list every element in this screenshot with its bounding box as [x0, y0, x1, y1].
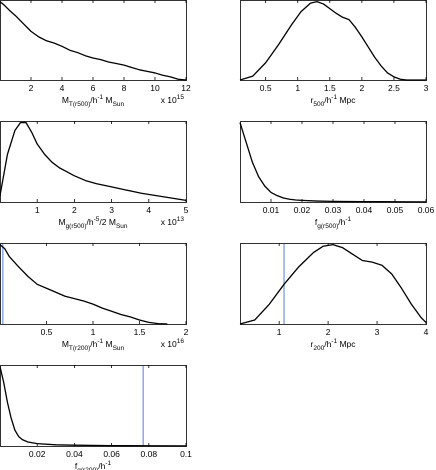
- density-curve: [0, 121, 187, 202]
- plot-frame: [0, 243, 187, 325]
- chart-panel-2: 0.5 1 1.5 2 2.5 3 r500/h-1 Mpc: [239, 0, 429, 108]
- x-axis-label: fg(r500)/h-1​: [315, 216, 352, 230]
- x-tick-label: 12: [181, 83, 191, 93]
- density-curve: [239, 122, 427, 203]
- chart-panel-1: 2 4 6 8 10 12 MT(r500)/h-1 MSun​ x 1015​: [0, 0, 191, 108]
- plot-frame: [0, 121, 187, 203]
- x-tick-label: 5: [184, 205, 189, 215]
- x-axis-exponent: x 1013​: [161, 216, 185, 227]
- plot-frame: [240, 0, 427, 81]
- x-tick-label: 0.1: [180, 449, 192, 459]
- x-tick-label: 0.5: [41, 327, 53, 337]
- x-tick-label: 6: [91, 83, 96, 93]
- x-tick-label: 0.06: [418, 205, 435, 215]
- x-tick-label: 2.5: [388, 83, 400, 93]
- plot-frame: [240, 243, 427, 325]
- x-tick-label: 3: [375, 327, 380, 337]
- x-tick-label: 0.02: [29, 449, 46, 459]
- x-axis-label: r500/h-1 Mpc: [311, 94, 357, 108]
- x-tick-label: 2: [326, 327, 331, 337]
- x-tick-label: 1.5: [324, 83, 336, 93]
- x-tick-label: 1: [295, 83, 300, 93]
- plot-frame: [0, 365, 187, 447]
- x-axis-label: MT(r200)/h-1 MSun​: [62, 338, 125, 352]
- x-tick-label: 2: [29, 83, 34, 93]
- x-axis-label: r200/h-1 Mpc: [311, 338, 357, 352]
- x-tick-label: 1.5: [134, 327, 146, 337]
- density-curve: [0, 1, 187, 81]
- plot-frame: [0, 0, 187, 81]
- chart-panel-5: 0.5 1 1.5 2 MT(r200)/h-1 MSun​ x 1016​: [0, 243, 189, 352]
- density-curve: [239, 243, 427, 325]
- x-tick-label: 4: [146, 205, 151, 215]
- chart-panel-6: 1 2 3 4 r200/h-1 Mpc: [239, 243, 429, 352]
- x-tick-label: 0.01: [263, 205, 280, 215]
- chart-panel-4: 0.01 0.02 0.03 0.04 0.05 0.06 fg(r500)/h-1​: [239, 121, 435, 230]
- x-tick-label: 1: [91, 327, 96, 337]
- x-tick-label: 10: [150, 83, 160, 93]
- x-axis-label: fg(r200)/h-1​: [75, 460, 112, 470]
- x-tick-label: 0.5: [260, 83, 272, 93]
- x-axis-exponent: x 1016​: [161, 338, 185, 349]
- x-tick-label: 0.02: [294, 205, 311, 215]
- x-tick-label: 0.06: [103, 449, 120, 459]
- density-curve: [0, 244, 168, 325]
- x-tick-label: 0.08: [141, 449, 158, 459]
- x-tick-label: 2: [72, 205, 77, 215]
- x-axis-exponent: x 1015​: [161, 94, 185, 105]
- density-curve: [0, 366, 187, 447]
- x-tick-label: 0.04: [356, 205, 373, 215]
- x-tick-label: 4: [424, 327, 429, 337]
- x-tick-label: 0.04: [66, 449, 83, 459]
- x-axis-label: Mg(r500)/h-5/2 MSun​: [58, 216, 127, 230]
- x-tick-label: 3: [109, 205, 114, 215]
- chart-panel-3: 1 2 3 4 5 Mg(r500)/h-5/2 MSun​ x 1013​: [0, 121, 189, 230]
- x-tick-label: 8: [122, 83, 127, 93]
- x-tick-label: 2: [184, 327, 189, 337]
- x-tick-label: 0.03: [325, 205, 342, 215]
- x-tick-label: 1: [35, 205, 40, 215]
- x-tick-label: 4: [60, 83, 65, 93]
- x-axis-label: MT(r500)/h-1 MSun​: [62, 94, 125, 108]
- density-curve: [239, 0, 426, 81]
- x-tick-label: 2: [359, 83, 364, 93]
- x-tick-label: 0.05: [387, 205, 404, 215]
- x-tick-label: 1: [277, 327, 282, 337]
- x-tick-label: 3: [424, 83, 429, 93]
- chart-panel-7: 0.02 0.04 0.06 0.08 0.1 fg(r200)/h-1​: [0, 365, 192, 470]
- plot-frame: [240, 121, 427, 203]
